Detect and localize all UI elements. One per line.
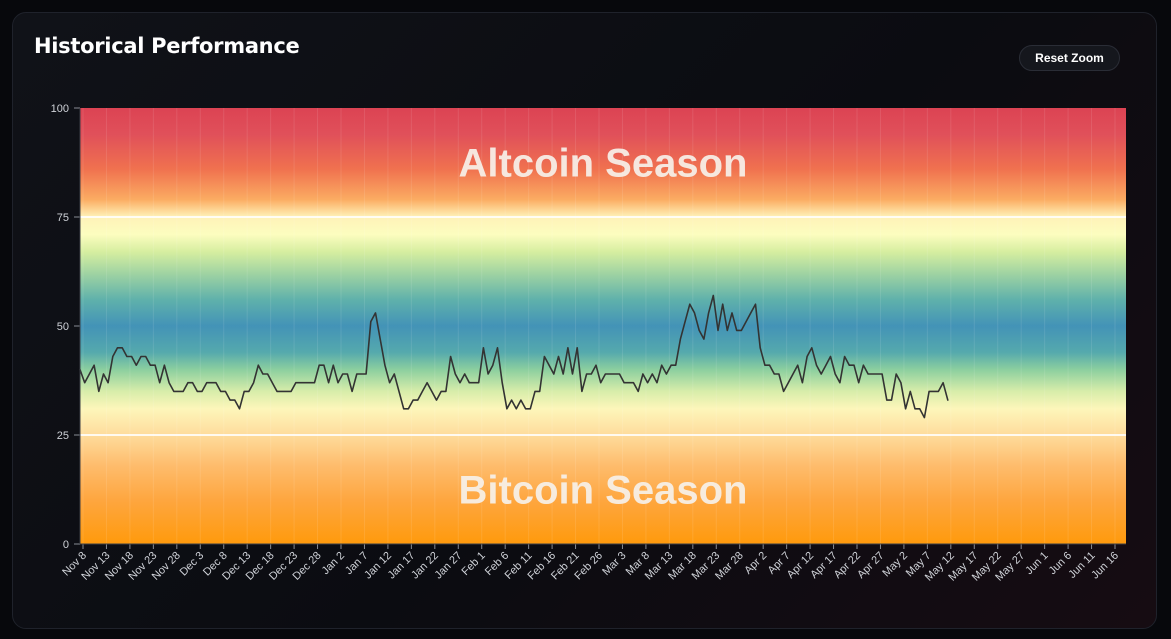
- y-tick-label: 25: [57, 430, 69, 442]
- x-tick-label: Jan 2: [320, 550, 348, 578]
- x-tick-label: Mar 3: [600, 550, 628, 578]
- altcoin-season-label: Altcoin Season: [459, 142, 748, 186]
- x-tick-label: Feb 1: [459, 550, 487, 578]
- chart-title: Historical Performance: [34, 34, 300, 58]
- x-tick-label: Dec 3: [178, 550, 207, 579]
- x-tick-label: Jan 27: [433, 550, 465, 582]
- season-gradient-background: [80, 108, 1126, 544]
- reset-zoom-button[interactable]: Reset Zoom: [1019, 45, 1120, 71]
- y-tick-label: 0: [63, 539, 69, 551]
- x-tick-label: Apr 27: [855, 550, 886, 581]
- y-tick-label: 100: [51, 103, 69, 115]
- x-tick-label: May 2: [880, 550, 910, 580]
- bitcoin-season-label: Bitcoin Season: [459, 469, 748, 513]
- x-tick-label: Apr 2: [742, 550, 769, 577]
- y-tick-label: 75: [57, 212, 69, 224]
- y-tick-label: 50: [57, 321, 69, 333]
- x-tick-label: Jun 1: [1023, 550, 1051, 578]
- series-line[interactable]: [79, 294, 949, 419]
- x-tick-label: Jun 16: [1089, 550, 1121, 582]
